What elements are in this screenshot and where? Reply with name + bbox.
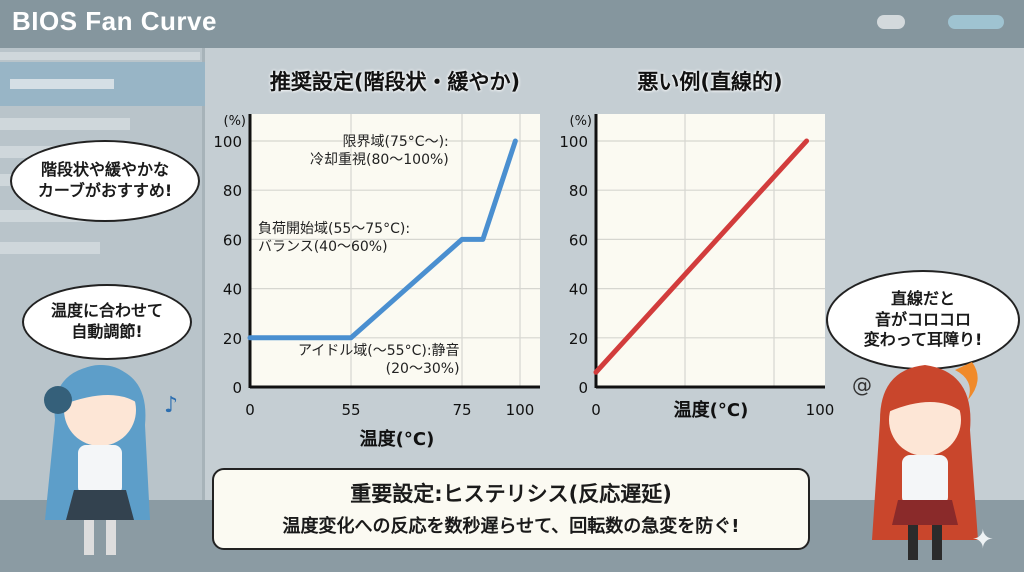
y-tick-label: 80: [223, 182, 242, 200]
y-tick-label: 100: [213, 133, 242, 151]
y-tick-label: 40: [223, 281, 242, 299]
y-tick-label: 20: [569, 330, 588, 348]
hysteresis-note: 重要設定:ヒステリシス(反応遅延) 温度変化への反応を数秒遅らせて、回転数の急変…: [212, 468, 810, 550]
annotation-idle: アイドル域(〜55°C):静音 (20〜30%): [298, 343, 460, 378]
title-bar: BIOS Fan Curve: [0, 0, 1024, 48]
y-tick-label: 60: [569, 231, 588, 249]
y-tick-label: 20: [223, 330, 242, 348]
sidebar-item[interactable]: [0, 52, 200, 60]
sidebar-item[interactable]: [0, 242, 100, 254]
y-tick-label: 80: [569, 182, 588, 200]
y-tick-label: 0: [578, 379, 588, 397]
x-tick-label: 100: [806, 401, 835, 419]
y-tick-label: 60: [223, 231, 242, 249]
note-body: 温度変化への反応を数秒遅らせて、回転数の急変を防ぐ!: [282, 516, 740, 537]
chart-title-recommended: 推奨設定(階段状・緩やか): [269, 70, 521, 94]
window-title: BIOS Fan Curve: [12, 6, 217, 36]
series-line: [593, 138, 810, 375]
y-axis-label: (%): [570, 114, 593, 129]
window-button-minimize[interactable]: [877, 15, 905, 29]
note-title: 重要設定:ヒステリシス(反応遅延): [350, 482, 672, 506]
annotation-load: 負荷開始域(55〜75°C): バランス(40〜60%): [258, 221, 411, 256]
y-axis-label: (%): [224, 114, 247, 129]
y-tick-label: 100: [559, 133, 588, 151]
window-button-close[interactable]: [948, 15, 1004, 29]
speech-bubble-linear: 直線だと 音がコロコロ 変わって耳障り!: [826, 270, 1020, 370]
x-tick-label: 75: [452, 401, 471, 419]
x-tick-label: 0: [245, 401, 255, 419]
speech-bubble-auto: 温度に合わせて 自動調節!: [22, 284, 192, 360]
x-tick-label: 0: [591, 401, 601, 419]
sidebar-item-active[interactable]: [0, 62, 205, 106]
chart-title-bad: 悪い例(直線的): [637, 70, 783, 94]
sidebar-item[interactable]: [0, 118, 130, 130]
x-axis-label: 温度(°C): [360, 428, 435, 450]
speech-bubble-recommend: 階段状や緩やかな カーブがおすすめ!: [10, 140, 200, 222]
y-tick-label: 40: [569, 281, 588, 299]
y-tick-label: 0: [232, 379, 242, 397]
x-tick-label: 100: [506, 401, 535, 419]
x-axis-label: 温度(°C): [674, 399, 749, 421]
x-tick-label: 55: [341, 401, 360, 419]
annotation-limit: 限界域(75°C〜): 冷却重視(80〜100%): [310, 134, 449, 169]
plot-area: [250, 114, 540, 387]
